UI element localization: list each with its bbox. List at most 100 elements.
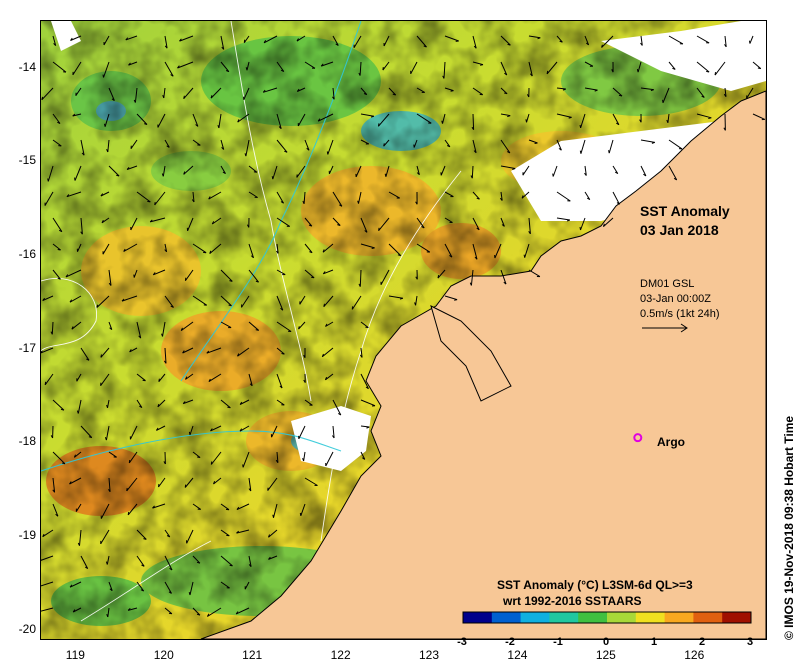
current-vector-head bbox=[53, 43, 57, 46]
current-vector-head bbox=[442, 75, 445, 79]
current-vector bbox=[75, 503, 82, 512]
current-vector-head bbox=[237, 353, 240, 357]
current-vector-head bbox=[421, 226, 425, 229]
current-vector-head bbox=[322, 249, 325, 253]
current-vector-head bbox=[206, 613, 210, 617]
current-vector-head bbox=[473, 150, 477, 154]
current-vector bbox=[52, 217, 63, 232]
current-vector bbox=[546, 61, 558, 75]
map-panel[interactable] bbox=[40, 20, 767, 640]
sst-map bbox=[41, 21, 766, 639]
current-vector-head bbox=[325, 323, 328, 327]
current-vector bbox=[500, 139, 511, 154]
current-vector-head bbox=[139, 405, 143, 409]
current-vector bbox=[136, 113, 148, 125]
current-vector bbox=[162, 165, 166, 177]
current-vector bbox=[75, 87, 82, 96]
current-vector-head bbox=[61, 462, 66, 465]
current-vector-head bbox=[506, 151, 511, 154]
current-vector-head bbox=[326, 151, 329, 155]
current-vector bbox=[103, 61, 110, 78]
current-vector bbox=[248, 191, 258, 198]
current-vector bbox=[76, 373, 82, 382]
current-vector-head bbox=[723, 127, 726, 131]
current-vector bbox=[580, 217, 586, 231]
current-vector bbox=[355, 165, 362, 178]
current-vector bbox=[220, 321, 232, 329]
current-vector bbox=[72, 61, 82, 76]
current-vector-head bbox=[503, 281, 507, 285]
current-vector bbox=[164, 35, 168, 49]
current-vector-head bbox=[594, 89, 598, 92]
current-vector bbox=[127, 503, 138, 516]
current-vector-head bbox=[585, 42, 589, 46]
current-vector-head bbox=[116, 174, 120, 177]
current-vector-head bbox=[183, 95, 185, 99]
colorbar-segment bbox=[520, 612, 550, 623]
current-vector bbox=[272, 165, 278, 180]
current-vector bbox=[80, 347, 90, 361]
current-vector-head bbox=[239, 401, 243, 405]
current-vector-head bbox=[123, 248, 126, 252]
current-vector-head bbox=[166, 535, 171, 538]
current-vector bbox=[500, 87, 508, 95]
current-vector bbox=[208, 373, 222, 383]
current-vector-head bbox=[225, 70, 230, 73]
current-vector-head bbox=[650, 89, 654, 92]
current-vector bbox=[41, 607, 54, 612]
current-vector-head bbox=[309, 251, 313, 254]
current-vector bbox=[248, 165, 258, 173]
current-vector bbox=[500, 61, 508, 76]
current-vector-head bbox=[235, 611, 239, 615]
current-vector-head bbox=[164, 45, 168, 49]
current-vector bbox=[359, 61, 362, 76]
current-vector-head bbox=[57, 277, 61, 280]
colorbar-segment bbox=[607, 612, 637, 623]
current-vector-head bbox=[271, 176, 274, 180]
current-vector-head bbox=[188, 431, 191, 435]
current-vector-head bbox=[57, 121, 61, 124]
current-vector-head bbox=[566, 219, 571, 222]
current-vector bbox=[612, 165, 619, 174]
current-vector bbox=[522, 165, 530, 176]
current-vector bbox=[152, 503, 166, 509]
argo-float-marker[interactable] bbox=[633, 433, 643, 443]
current-vector bbox=[101, 217, 110, 224]
current-vector bbox=[556, 191, 571, 202]
current-vector-head bbox=[211, 221, 215, 225]
current-vector bbox=[220, 61, 230, 73]
current-vector bbox=[220, 399, 231, 409]
current-vector bbox=[77, 243, 82, 252]
current-vector-head bbox=[708, 117, 712, 119]
current-vector bbox=[416, 113, 432, 124]
current-vector bbox=[157, 113, 166, 128]
current-vector-head bbox=[366, 426, 370, 429]
current-vector-head bbox=[155, 427, 159, 431]
current-vector bbox=[107, 139, 110, 153]
current-vector bbox=[580, 113, 586, 129]
current-vector bbox=[444, 191, 454, 198]
current-vector bbox=[612, 113, 620, 125]
current-vector-head bbox=[602, 223, 605, 227]
current-vector-head bbox=[80, 231, 83, 235]
current-vector bbox=[416, 165, 420, 175]
current-vector bbox=[79, 529, 82, 546]
current-vector bbox=[360, 243, 375, 249]
current-vector-head bbox=[268, 556, 271, 560]
current-vector-head bbox=[236, 530, 240, 534]
current-vector bbox=[242, 451, 250, 468]
current-vector bbox=[192, 113, 199, 127]
current-vector bbox=[472, 87, 483, 96]
current-vector bbox=[164, 347, 167, 364]
current-vector-head bbox=[579, 226, 581, 231]
current-vector-head bbox=[651, 141, 655, 144]
current-vector bbox=[442, 113, 446, 124]
current-vector-head bbox=[507, 43, 511, 46]
current-vector bbox=[189, 425, 194, 436]
current-vector bbox=[136, 321, 142, 339]
current-vector bbox=[271, 425, 278, 438]
current-vector-head bbox=[81, 152, 85, 156]
current-vector-head bbox=[213, 481, 216, 485]
current-vector-head bbox=[188, 591, 191, 596]
current-vector-head bbox=[281, 353, 285, 355]
